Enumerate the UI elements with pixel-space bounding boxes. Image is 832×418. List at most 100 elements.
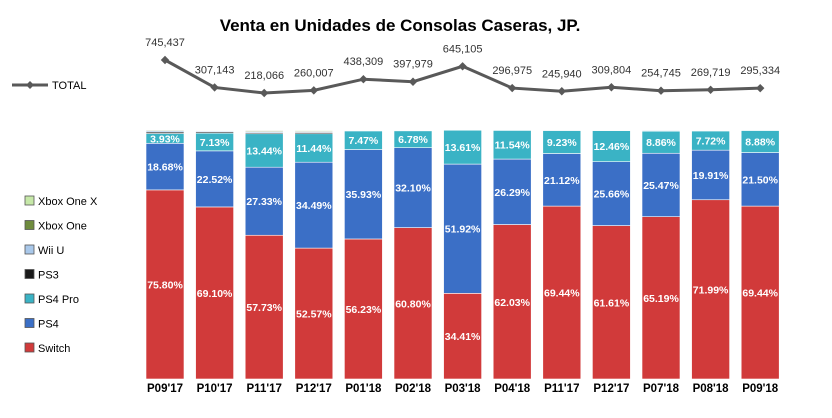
total-series-point xyxy=(706,85,715,94)
bar-data-label: 51.92% xyxy=(445,224,481,236)
x-tick-label: P11'17 xyxy=(247,383,282,395)
total-data-label: 245,940 xyxy=(542,68,582,80)
bar-segment-ps4 xyxy=(691,149,730,201)
bar-segment-ps4 xyxy=(344,149,383,240)
x-tick-label: P12'17 xyxy=(296,383,332,395)
bar-data-label: 9.23% xyxy=(547,137,577,149)
total-series-point xyxy=(557,87,566,96)
bar-segment-switch xyxy=(294,247,334,380)
bar-segment-switch xyxy=(592,225,631,380)
legend-swatch-ps4-pro xyxy=(24,293,35,304)
bar-segment-switch xyxy=(691,199,730,380)
legend-swatch-switch xyxy=(24,342,35,353)
total-data-label: 260,007 xyxy=(294,67,334,79)
bar-segment-xbox-one xyxy=(145,129,185,132)
legend-label-wii-u: Wii U xyxy=(38,245,64,257)
bar-data-label: 61.61% xyxy=(594,297,630,309)
x-tick-label: P04'18 xyxy=(494,383,531,395)
bar-segment-ps4 xyxy=(294,161,334,249)
bar-segment-switch xyxy=(492,224,532,380)
x-tick-label: P09'18 xyxy=(742,383,779,395)
total-data-label: 745,437 xyxy=(145,37,185,49)
x-tick-label: P01'18 xyxy=(345,383,382,395)
bar-segment-switch xyxy=(443,293,482,380)
total-line-group: 745,437 307,143 218,066 260,007 438,309 397,9… xyxy=(145,37,780,98)
total-series-point xyxy=(260,88,269,98)
bar-data-label: 11.44% xyxy=(296,143,332,155)
bar-segment-xbox-one-x xyxy=(244,129,284,131)
bar-segment-ps4-pro xyxy=(443,129,482,165)
bar-data-label: 21.50% xyxy=(742,174,778,186)
x-axis-labels: P09'17 P10'17 P11'17 P12'17 P01'18 P02'18 P03'… xyxy=(147,383,779,395)
total-data-label: 397,979 xyxy=(393,59,433,71)
bar-data-label: 35.93% xyxy=(346,189,382,201)
bar-data-label: 71.99% xyxy=(693,284,729,296)
bar-segment-ps4-pro xyxy=(492,130,532,160)
x-tick-label: P02'18 xyxy=(395,383,432,395)
legend-swatch-xbox-one-x xyxy=(24,195,35,206)
bar-data-label: 75.80% xyxy=(147,279,183,291)
legend-label-ps3: PS3 xyxy=(38,270,59,282)
total-data-label: 438,309 xyxy=(344,56,384,68)
legend-swatch-wii-u xyxy=(24,244,35,255)
total-data-label: 254,745 xyxy=(641,68,681,80)
bar-data-label: 3.93% xyxy=(150,133,180,145)
bar-data-label: 69.44% xyxy=(742,288,778,300)
bar-segment-switch xyxy=(344,238,383,380)
bar-data-label: 8.86% xyxy=(646,137,676,149)
legend-label-ps4: PS4 xyxy=(38,319,59,331)
bar-data-label: 13.61% xyxy=(445,142,481,154)
legend-label-xbox-one: Xbox One xyxy=(38,221,87,233)
total-data-label: 269,719 xyxy=(691,67,731,79)
bar-data-label: 18.68% xyxy=(147,162,183,174)
total-series-point xyxy=(408,77,418,86)
legend-label-total: TOTAL xyxy=(52,80,86,92)
legend-swatch-ps4 xyxy=(24,318,35,328)
total-data-label: 645,105 xyxy=(443,43,483,55)
bar-data-label: 7.13% xyxy=(200,137,230,149)
x-tick-label: P10'17 xyxy=(197,383,233,395)
bar-data-label: 21.12% xyxy=(544,175,580,187)
bar-data-label: 57.73% xyxy=(246,302,282,314)
bar-data-label: 52.57% xyxy=(296,309,332,321)
bar-segment-ps4-pro xyxy=(294,133,334,163)
total-series-point xyxy=(508,83,517,93)
total-data-label: 295,334 xyxy=(740,65,780,77)
bar-data-label: 7.72% xyxy=(696,136,726,148)
bar-data-label: 19.91% xyxy=(693,170,729,182)
bar-data-label: 34.41% xyxy=(445,331,481,343)
bar-segment-switch xyxy=(393,227,433,380)
bar-segment-ps4 xyxy=(145,143,185,191)
bar-segment-switch xyxy=(244,234,284,380)
legend-swatch-ps3 xyxy=(24,269,35,279)
total-series-point xyxy=(458,62,467,71)
legend-label-switch: Switch xyxy=(38,343,70,355)
bar-data-label: 22.52% xyxy=(197,174,233,186)
bar-data-label: 34.49% xyxy=(296,200,332,212)
bar-data-label: 13.44% xyxy=(246,145,282,157)
bar-data-label: 69.44% xyxy=(544,288,580,300)
bar-data-label: 56.23% xyxy=(346,304,382,316)
total-series-point xyxy=(359,75,368,84)
legend-marker-total xyxy=(26,81,34,89)
bar-data-label: 26.29% xyxy=(494,187,530,199)
bar-segment-ps4 xyxy=(542,153,582,207)
total-data-label: 309,804 xyxy=(592,64,632,76)
x-tick-label: P08'18 xyxy=(693,383,730,395)
bar-segment-ps4 xyxy=(641,152,681,217)
x-tick-label: P12'17 xyxy=(593,383,629,395)
bar-data-label: 27.33% xyxy=(246,196,282,208)
bar-data-label: 25.66% xyxy=(594,189,630,201)
bar-segment-switch xyxy=(145,189,185,380)
total-data-label: 218,066 xyxy=(244,70,284,82)
bar-data-label: 8.88% xyxy=(745,137,775,149)
bar-data-label: 60.80% xyxy=(395,298,431,310)
bars-group: 75.80% 18.68% 3.93% 69.10% 22.52% 7.13% 57.73%… xyxy=(145,129,780,380)
x-tick-label: P03'18 xyxy=(445,383,482,395)
bar-data-label: 12.46% xyxy=(594,141,630,153)
total-series-point xyxy=(756,83,765,93)
total-series-point xyxy=(656,86,666,95)
bar-segment-switch xyxy=(641,216,681,380)
total-series-point xyxy=(160,55,170,65)
bar-segment-ps4 xyxy=(443,163,482,294)
